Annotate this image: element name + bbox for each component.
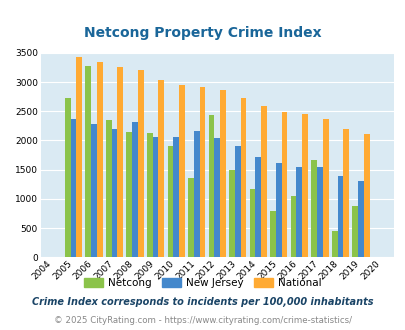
Bar	[138, 70, 143, 257]
Bar	[228, 170, 234, 257]
Bar	[234, 146, 240, 257]
Bar	[311, 160, 316, 257]
Bar	[179, 85, 184, 257]
Bar	[208, 115, 214, 257]
Bar	[357, 181, 363, 257]
Bar	[158, 80, 164, 257]
Bar	[363, 134, 369, 257]
Bar	[193, 131, 199, 257]
Bar	[270, 211, 275, 257]
Text: © 2025 CityRating.com - https://www.cityrating.com/crime-statistics/: © 2025 CityRating.com - https://www.city…	[54, 316, 351, 325]
Bar	[220, 90, 225, 257]
Bar	[249, 189, 255, 257]
Bar	[152, 137, 158, 257]
Text: Crime Index corresponds to incidents per 100,000 inhabitants: Crime Index corresponds to incidents per…	[32, 297, 373, 307]
Bar	[173, 137, 179, 257]
Bar	[132, 122, 138, 257]
Bar	[188, 179, 193, 257]
Bar	[97, 62, 102, 257]
Bar	[199, 87, 205, 257]
Bar	[316, 167, 322, 257]
Bar	[352, 206, 357, 257]
Bar	[296, 167, 301, 257]
Legend: Netcong, New Jersey, National: Netcong, New Jersey, National	[80, 274, 325, 292]
Bar	[301, 114, 307, 257]
Bar	[337, 176, 343, 257]
Bar	[260, 106, 266, 257]
Bar	[147, 133, 152, 257]
Bar	[240, 98, 246, 257]
Bar	[65, 98, 70, 257]
Bar	[85, 66, 91, 257]
Bar	[343, 129, 348, 257]
Bar	[70, 119, 76, 257]
Bar	[167, 146, 173, 257]
Bar	[214, 138, 220, 257]
Bar	[281, 112, 287, 257]
Bar	[322, 119, 328, 257]
Bar	[76, 57, 82, 257]
Bar	[111, 129, 117, 257]
Bar	[91, 123, 97, 257]
Bar	[255, 157, 260, 257]
Bar	[126, 132, 132, 257]
Text: Netcong Property Crime Index: Netcong Property Crime Index	[84, 26, 321, 40]
Bar	[117, 67, 123, 257]
Bar	[275, 163, 281, 257]
Bar	[290, 196, 296, 257]
Bar	[331, 231, 337, 257]
Bar	[106, 120, 111, 257]
